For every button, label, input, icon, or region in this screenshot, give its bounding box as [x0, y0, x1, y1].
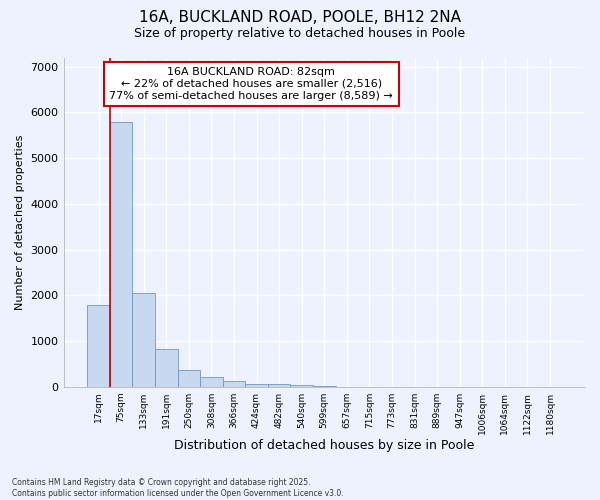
- Bar: [290, 386, 313, 387]
- Bar: [313, 386, 335, 387]
- Bar: [245, 384, 268, 387]
- Bar: [178, 370, 200, 387]
- Text: Size of property relative to detached houses in Poole: Size of property relative to detached ho…: [134, 28, 466, 40]
- Text: 16A BUCKLAND ROAD: 82sqm
← 22% of detached houses are smaller (2,516)
77% of sem: 16A BUCKLAND ROAD: 82sqm ← 22% of detach…: [109, 68, 393, 100]
- Bar: [133, 293, 155, 387]
- Text: 16A, BUCKLAND ROAD, POOLE, BH12 2NA: 16A, BUCKLAND ROAD, POOLE, BH12 2NA: [139, 10, 461, 25]
- Y-axis label: Number of detached properties: Number of detached properties: [15, 134, 25, 310]
- Bar: [223, 382, 245, 387]
- Text: Contains HM Land Registry data © Crown copyright and database right 2025.
Contai: Contains HM Land Registry data © Crown c…: [12, 478, 344, 498]
- X-axis label: Distribution of detached houses by size in Poole: Distribution of detached houses by size …: [174, 440, 475, 452]
- Bar: [268, 384, 290, 387]
- Bar: [110, 122, 133, 387]
- Bar: [155, 350, 178, 387]
- Bar: [200, 377, 223, 387]
- Bar: [87, 304, 110, 387]
